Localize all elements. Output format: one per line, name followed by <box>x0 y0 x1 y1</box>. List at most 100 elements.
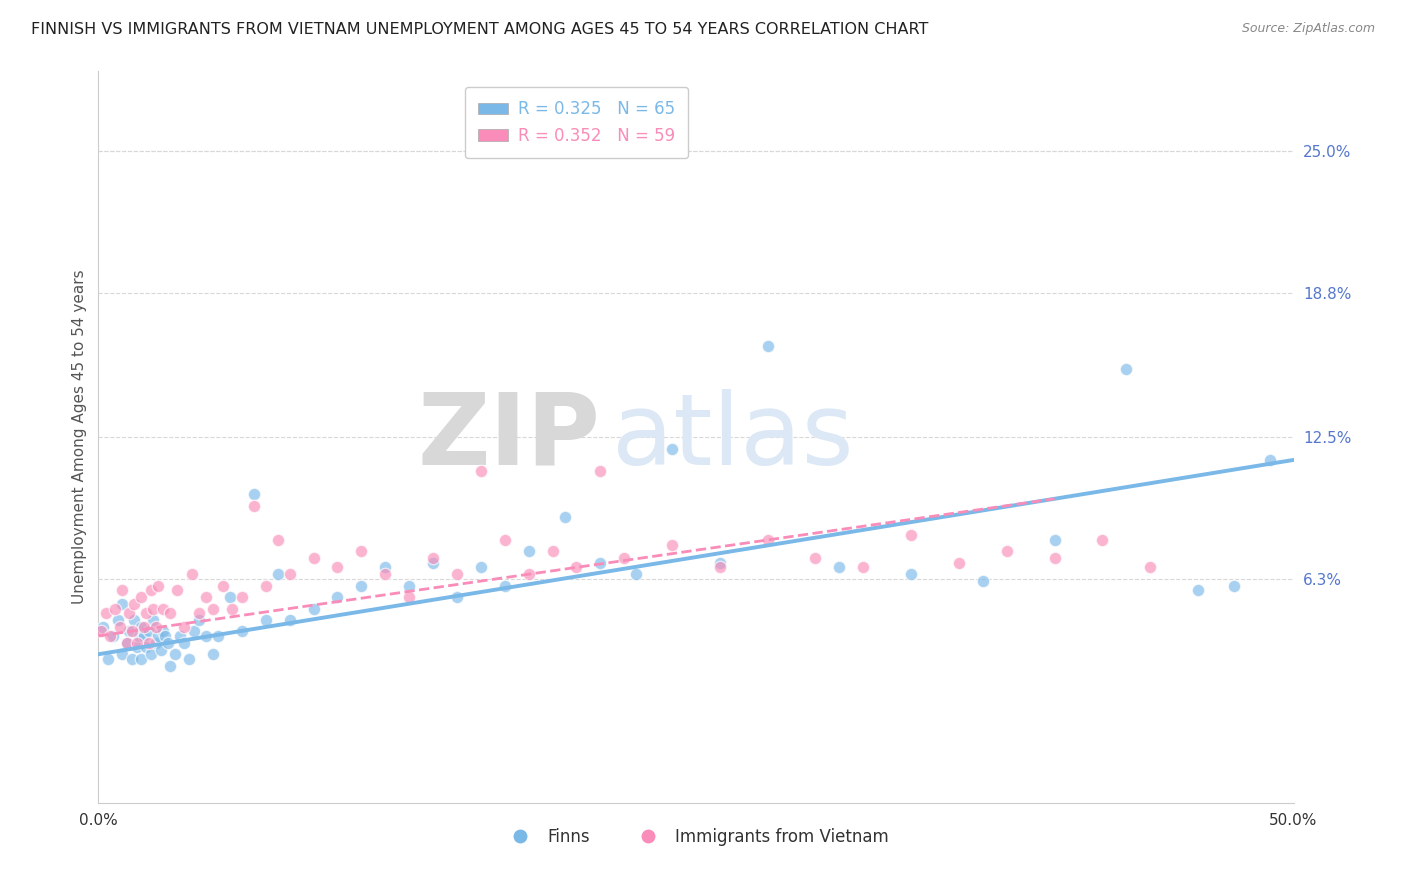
Point <box>350 544 373 558</box>
Point <box>187 613 209 627</box>
Point <box>398 579 420 593</box>
Point <box>517 544 540 558</box>
Point <box>173 636 195 650</box>
Point <box>115 636 138 650</box>
Point <box>187 606 209 620</box>
Point <box>221 601 243 615</box>
Point <box>111 647 134 661</box>
Point <box>267 533 290 547</box>
Point <box>243 487 266 501</box>
Point <box>125 636 148 650</box>
Point <box>138 636 160 650</box>
Point <box>709 556 731 570</box>
Point <box>159 606 181 620</box>
Point <box>135 606 157 620</box>
Point <box>948 556 970 570</box>
Point <box>243 499 266 513</box>
Point <box>1091 533 1114 547</box>
Point <box>148 629 170 643</box>
Point <box>111 597 134 611</box>
Legend: Finns, Immigrants from Vietnam: Finns, Immigrants from Vietnam <box>496 822 896 853</box>
Point <box>135 640 157 655</box>
Y-axis label: Unemployment Among Ages 45 to 54 years: Unemployment Among Ages 45 to 54 years <box>72 269 87 605</box>
Point <box>91 620 114 634</box>
Point <box>254 613 277 627</box>
Text: atlas: atlas <box>613 389 853 485</box>
Point <box>852 560 875 574</box>
Point <box>156 636 179 650</box>
Point <box>302 551 325 566</box>
Point <box>211 579 233 593</box>
Point <box>972 574 994 588</box>
Point <box>494 533 516 547</box>
Point <box>219 590 242 604</box>
Point <box>202 647 225 661</box>
Point <box>828 560 851 574</box>
Point <box>1223 579 1246 593</box>
Point <box>202 601 225 615</box>
Point <box>145 636 167 650</box>
Point <box>118 606 141 620</box>
Point <box>139 583 162 598</box>
Point <box>470 464 492 478</box>
Point <box>613 551 636 566</box>
Point <box>166 583 188 598</box>
Point <box>541 544 564 558</box>
Point <box>148 579 170 593</box>
Point <box>1139 560 1161 574</box>
Point <box>104 601 127 615</box>
Point <box>132 620 155 634</box>
Point <box>180 567 202 582</box>
Point <box>900 567 922 582</box>
Point <box>138 624 160 639</box>
Point <box>374 560 396 574</box>
Point <box>709 560 731 574</box>
Point <box>1187 583 1209 598</box>
Point <box>494 579 516 593</box>
Point <box>422 551 444 566</box>
Point <box>173 620 195 634</box>
Point <box>267 567 290 582</box>
Point <box>108 620 131 634</box>
Point <box>254 579 277 593</box>
Point <box>278 567 301 582</box>
Point <box>145 620 167 634</box>
Point <box>152 601 174 615</box>
Point <box>125 640 148 655</box>
Point <box>278 613 301 627</box>
Point <box>398 590 420 604</box>
Point <box>111 583 134 598</box>
Point <box>124 613 146 627</box>
Point <box>804 551 827 566</box>
Text: FINNISH VS IMMIGRANTS FROM VIETNAM UNEMPLOYMENT AMONG AGES 45 TO 54 YEARS CORREL: FINNISH VS IMMIGRANTS FROM VIETNAM UNEMP… <box>31 22 928 37</box>
Point <box>661 537 683 551</box>
Point <box>118 624 141 639</box>
Point <box>661 442 683 456</box>
Point <box>374 567 396 582</box>
Point <box>1115 361 1137 376</box>
Point <box>124 597 146 611</box>
Point <box>565 560 588 574</box>
Text: Source: ZipAtlas.com: Source: ZipAtlas.com <box>1241 22 1375 36</box>
Point <box>195 629 218 643</box>
Point <box>115 636 138 650</box>
Point <box>121 652 143 666</box>
Point <box>128 629 150 643</box>
Point <box>101 629 124 643</box>
Point <box>554 510 576 524</box>
Point <box>517 567 540 582</box>
Point <box>169 629 191 643</box>
Point <box>422 556 444 570</box>
Point <box>155 629 177 643</box>
Point <box>159 658 181 673</box>
Point <box>1043 533 1066 547</box>
Point <box>131 620 153 634</box>
Text: ZIP: ZIP <box>418 389 600 485</box>
Point <box>446 590 468 604</box>
Point <box>131 652 153 666</box>
Point <box>756 533 779 547</box>
Point <box>1043 551 1066 566</box>
Point <box>163 647 186 661</box>
Point <box>97 652 120 666</box>
Point <box>132 629 155 643</box>
